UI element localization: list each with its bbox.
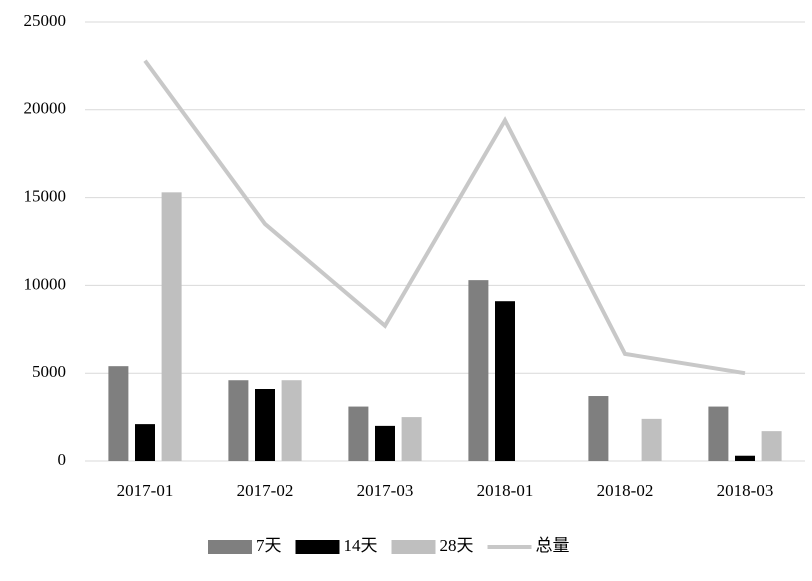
y-tick-label: 20000 xyxy=(24,99,67,118)
bar xyxy=(108,366,129,461)
x-tick-label: 2017-02 xyxy=(237,481,294,500)
y-tick-label: 15000 xyxy=(24,187,67,206)
bar xyxy=(708,406,729,461)
bar xyxy=(135,424,155,461)
y-tick-label: 25000 xyxy=(24,11,67,30)
y-tick-label: 0 xyxy=(58,450,67,469)
line xyxy=(143,59,746,376)
legend-swatch xyxy=(391,540,436,554)
bar xyxy=(228,380,249,461)
bar xyxy=(255,389,275,461)
y-tick-label: 5000 xyxy=(32,362,66,381)
bar xyxy=(761,431,782,461)
legend-label: 28天 xyxy=(440,536,474,555)
bar xyxy=(495,301,515,461)
x-tick-label: 2017-01 xyxy=(117,481,174,500)
x-tick-label: 2017-03 xyxy=(357,481,414,500)
legend-label: 总量 xyxy=(536,536,570,555)
bar xyxy=(468,280,489,461)
legend-label: 7天 xyxy=(256,536,282,555)
bar xyxy=(375,425,395,461)
bar xyxy=(161,192,182,461)
x-tick-label: 2018-01 xyxy=(477,481,534,500)
legend-swatch xyxy=(208,540,252,554)
legend-label: 14天 xyxy=(344,536,378,555)
legend-swatch xyxy=(295,540,340,554)
bar xyxy=(588,396,609,461)
x-tick-label: 2018-03 xyxy=(717,481,774,500)
bar xyxy=(735,455,755,461)
bar xyxy=(348,406,369,461)
y-tick-label: 10000 xyxy=(24,274,67,293)
bar xyxy=(281,380,302,461)
bar xyxy=(641,418,662,461)
bar xyxy=(401,417,422,461)
x-tick-label: 2018-02 xyxy=(597,481,654,500)
